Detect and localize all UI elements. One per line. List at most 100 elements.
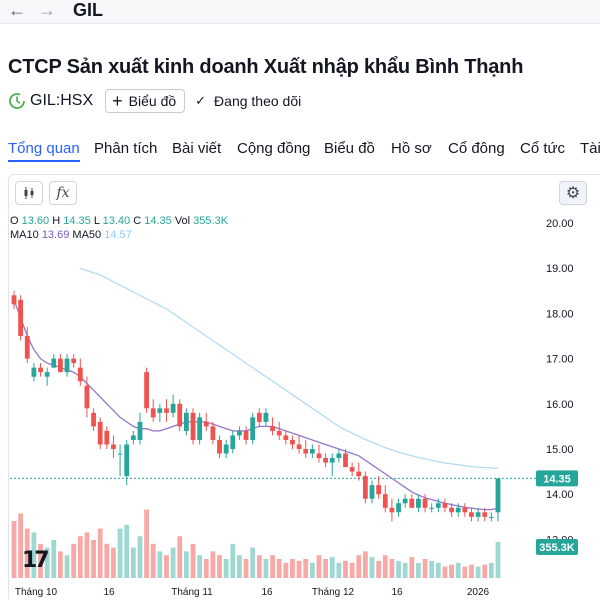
symbol-row: GIL:HSX + Biểu đồ ✓ Đang theo dõi <box>8 88 301 114</box>
volume-bar <box>24 528 30 578</box>
high-label: H <box>52 215 61 227</box>
candle-body <box>137 421 143 440</box>
candle-body <box>223 444 229 454</box>
tab-profile[interactable]: Hồ sơ <box>391 140 432 157</box>
y-tick-label: 19.00 <box>546 263 574 275</box>
volume-bar <box>449 564 454 578</box>
volume-bar <box>111 547 116 578</box>
candle-body <box>203 421 209 427</box>
candle-body <box>130 435 136 440</box>
candle-body <box>243 430 249 440</box>
arrow-left-icon[interactable]: ← <box>8 0 26 20</box>
candle-body <box>111 444 116 449</box>
volume-bar <box>442 566 448 578</box>
volume-bar <box>243 559 249 578</box>
volume-bar <box>256 555 262 578</box>
tab-chart[interactable]: Biểu đồ <box>324 140 375 157</box>
ticker-title: GIL <box>73 0 103 20</box>
tab-overview[interactable]: Tổng quan <box>8 138 80 162</box>
candle-body <box>150 408 156 418</box>
volume-bar <box>475 566 481 578</box>
x-tick-label: Tháng 12 <box>312 587 355 598</box>
chart-button[interactable]: + Biểu đồ <box>105 89 186 113</box>
candle-body <box>409 498 415 508</box>
candle-body <box>422 498 428 508</box>
candle-body <box>296 444 302 449</box>
ohlc-line: O 13.60 H 14.35 L 13.40 C 14.35 Vol 355.… <box>10 214 228 228</box>
volume-bar <box>349 562 355 578</box>
volume-bar <box>38 543 43 578</box>
candle-body <box>469 512 474 517</box>
volume-bar <box>376 560 382 578</box>
candle-body <box>177 403 183 427</box>
volume-bar <box>51 540 57 578</box>
candle-body <box>64 358 70 373</box>
volume-bar <box>263 559 269 578</box>
volume-bar <box>455 562 461 578</box>
open-value: 13.60 <box>21 215 50 227</box>
arrow-right-icon[interactable]: → <box>38 0 56 20</box>
candle-body <box>396 503 401 513</box>
candle-body <box>91 412 96 427</box>
candle-body <box>290 439 295 445</box>
volume-bar <box>382 555 388 578</box>
market-clock-icon <box>9 93 25 109</box>
volume-bar <box>104 543 110 578</box>
ma10-label: MA10 <box>10 229 39 241</box>
candle-body <box>183 412 189 431</box>
candle-body <box>442 503 448 508</box>
last-volume-label: 355.3K <box>539 542 575 554</box>
chart-button-label: Biểu đồ <box>128 93 177 109</box>
x-tick-label: Tháng 11 <box>171 587 213 598</box>
volume-bar <box>316 555 322 578</box>
top-bar: ← → GIL <box>0 0 600 24</box>
candle-body <box>84 385 90 409</box>
fx-indicator-icon[interactable]: fx <box>49 181 77 205</box>
ma10-line <box>13 299 499 511</box>
tab-community[interactable]: Cộng đồng <box>237 140 311 157</box>
volume-bar <box>237 555 242 578</box>
candle-body <box>197 417 203 440</box>
symbol-label: GIL:HSX <box>30 92 94 109</box>
tab-financials[interactable]: Tài <box>580 140 600 157</box>
tab-shareholders[interactable]: Cổ đông <box>448 140 505 157</box>
follow-button[interactable]: ✓ Đang theo dõi <box>195 93 301 109</box>
volume-bar <box>91 540 96 578</box>
candle-body <box>58 358 63 373</box>
tab-posts[interactable]: Bài viết <box>172 140 222 157</box>
candle-body <box>495 478 501 513</box>
volume-bar <box>270 555 275 578</box>
volume-bar <box>157 551 163 578</box>
x-tick-label: 2026 <box>467 587 490 598</box>
volume-bar <box>362 551 368 578</box>
volume-bar <box>203 559 209 578</box>
volume-bar <box>164 555 169 578</box>
candle-body <box>270 426 275 431</box>
candle-body <box>38 367 43 373</box>
volume-bar <box>276 559 282 578</box>
volume-bar <box>137 536 143 578</box>
candlestick-icon[interactable] <box>15 181 43 205</box>
tab-dividends[interactable]: Cổ tức <box>520 140 566 157</box>
candle-body <box>429 507 435 509</box>
close-value: 14.35 <box>144 215 172 227</box>
gear-icon[interactable]: ⚙ <box>559 181 587 205</box>
candle-body <box>323 458 329 463</box>
volume-bar <box>396 560 401 578</box>
candle-body <box>336 453 342 459</box>
check-icon: ✓ <box>195 93 207 108</box>
candle-body <box>276 430 282 436</box>
y-tick-label: 16.00 <box>546 399 574 411</box>
volume-bar <box>197 555 203 578</box>
volume-bar <box>329 557 335 578</box>
x-tick-label: Tháng 10 <box>15 587 58 598</box>
volume-bar <box>303 559 309 578</box>
candle-body <box>97 421 103 445</box>
volume-bar <box>18 513 24 578</box>
low-label: L <box>93 215 100 227</box>
ma10-value: 13.69 <box>41 229 70 241</box>
candle-body <box>170 403 176 413</box>
candle-body <box>104 430 110 445</box>
tab-analysis[interactable]: Phân tích <box>94 140 158 157</box>
